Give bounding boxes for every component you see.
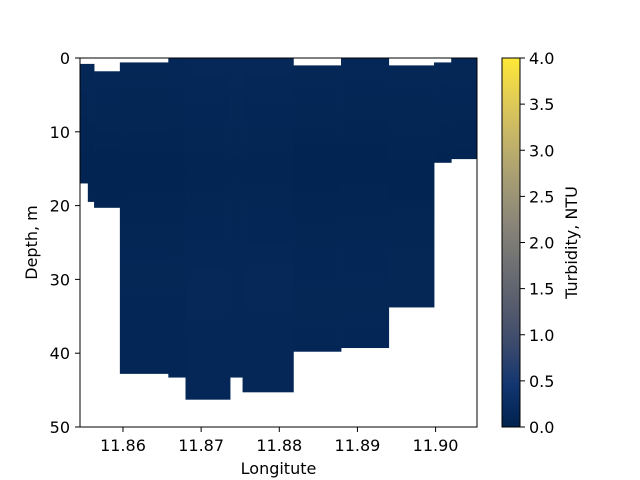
profile-column [230,58,243,378]
y-tick-label: 10 [50,123,70,142]
y-tick-label: 30 [50,270,70,289]
colorbar-tick-label: 3.5 [529,95,554,114]
colorbar-tick-label: 1.5 [529,280,554,299]
x-axis-title: Longitute [241,459,317,478]
y-tick-label: 20 [50,197,70,216]
colorbar: 0.0 0.5 1.0 1.5 2.0 2.5 3.0 3.5 4.0 Turbidity, N… [501,49,581,437]
profile-column [168,58,186,378]
colorbar-tick-label: 2.0 [529,234,554,253]
x-tick-label: 11.87 [178,436,224,455]
profile-column [388,65,435,308]
profile-column [185,58,231,400]
profile-column [434,62,452,163]
profile-column [242,58,294,393]
y-axis-title: Depth, m [22,205,41,280]
y-axis: 0 10 20 30 40 50 [50,49,80,437]
profile-column [94,71,121,208]
y-tick-label: 0 [60,49,70,68]
y-tick-label: 40 [50,344,70,363]
profile-column [87,63,95,202]
x-tick-label: 11.90 [413,436,459,455]
colorbar-tick-label: 4.0 [529,49,554,68]
colorbar-tick-label: 0.5 [529,372,554,391]
colorbar-tick-label: 1.0 [529,326,554,345]
x-tick-label: 11.89 [335,436,381,455]
colorbar-tick-label: 2.5 [529,187,554,206]
profile-column [341,58,390,349]
colorbar-tick-label: 3.0 [529,141,554,160]
x-axis: 11.86 11.87 11.88 11.89 11.90 [100,427,458,455]
colorbar-tick-label: 0.0 [529,418,554,437]
colorbar-ticks: 0.0 0.5 1.0 1.5 2.0 2.5 3.0 3.5 4.0 [520,49,554,437]
plot-area [80,58,478,400]
colorbar-scale [502,58,520,427]
profile-column [119,62,169,374]
colorbar-title: Turbidity, NTU [562,186,581,300]
profile-column [293,65,342,352]
x-tick-label: 11.88 [256,436,302,455]
profile-column [80,63,89,184]
y-tick-label: 50 [50,418,70,437]
plot-frame [79,57,478,428]
x-tick-label: 11.86 [100,436,146,455]
profile-column [451,58,478,160]
